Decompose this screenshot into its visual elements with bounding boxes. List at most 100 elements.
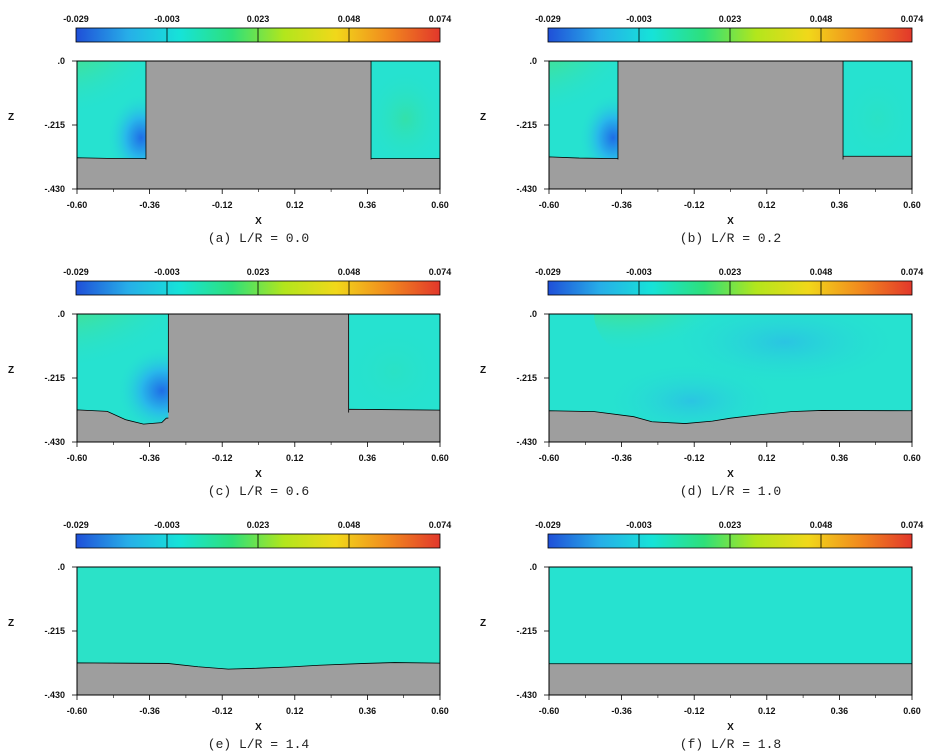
colorbar-tick-label: 0.048 <box>338 14 361 24</box>
flow-field <box>549 314 912 442</box>
y-axis-label: Z <box>480 112 486 123</box>
pile-block <box>617 61 844 189</box>
colorbar-tick-label: -0.003 <box>626 14 652 24</box>
colorbar-tick-label: -0.003 <box>154 520 180 530</box>
panel-caption: (e) L/R = 1.4 <box>208 737 310 752</box>
x-tick-label: -0.36 <box>139 453 160 463</box>
chart-panel-a: -0.029 -0.003 0.023 0.048 0.074 .0 -.215 -.430 Z… <box>8 14 452 246</box>
chart-panel-e: -0.029 -0.003 0.023 0.048 0.074 .0 -.215 -.430 Z… <box>8 520 451 752</box>
colorbar-tick-label: 0.048 <box>810 520 833 530</box>
x-tick-label: 0.60 <box>903 706 921 716</box>
panel-caption: (b) L/R = 0.2 <box>680 231 781 246</box>
panel-caption: (d) L/R = 1.0 <box>680 484 781 499</box>
y-tick-label: .0 <box>529 56 537 66</box>
x-tick-label: 0.60 <box>431 453 449 463</box>
flow-field <box>77 314 440 442</box>
colorbar-tick-label: -0.029 <box>535 267 561 277</box>
colorbar-tick-label: 0.048 <box>338 520 361 530</box>
x-tick-label: 0.12 <box>286 453 304 463</box>
y-tick-label: -.215 <box>516 373 537 383</box>
y-tick-label: -.430 <box>44 184 65 194</box>
x-axis-label: X <box>255 216 262 227</box>
x-tick-label: -0.60 <box>67 453 88 463</box>
x-tick-label: 0.36 <box>831 706 849 716</box>
y-tick-label: .0 <box>529 309 537 319</box>
y-tick-label: -.215 <box>516 120 537 130</box>
x-tick-label: 0.12 <box>286 200 304 210</box>
y-axis-label: Z <box>8 618 14 629</box>
x-axis-label: X <box>255 469 262 480</box>
colorbar-tick-label: 0.023 <box>247 14 270 24</box>
x-tick-label: 0.36 <box>359 200 377 210</box>
colorbar-tick-label: 0.023 <box>719 14 742 24</box>
x-tick-label: -0.60 <box>539 200 560 210</box>
x-tick-label: -0.60 <box>539 453 560 463</box>
velocity-wake <box>364 67 440 170</box>
x-tick-label: 0.60 <box>431 200 449 210</box>
scour-bed <box>77 662 440 695</box>
x-tick-label: -0.60 <box>539 706 560 716</box>
colorbar-tick-label: -0.003 <box>626 267 652 277</box>
colorbar-tick-label: 0.023 <box>719 520 742 530</box>
x-tick-label: 0.36 <box>359 706 377 716</box>
x-tick-label: -0.12 <box>684 200 705 210</box>
y-tick-label: -.430 <box>516 184 537 194</box>
chart-panel-f: -0.029 -0.003 0.023 0.048 0.074 .0 -.215 -.430 Z… <box>480 520 923 752</box>
flow-field <box>77 567 440 695</box>
flow-field <box>77 61 440 189</box>
y-tick-label: -.430 <box>516 437 537 447</box>
y-tick-label: -.215 <box>44 373 65 383</box>
y-tick-label: -.430 <box>44 690 65 700</box>
x-tick-label: -0.36 <box>611 200 632 210</box>
colorbar-tick-label: -0.003 <box>154 14 180 24</box>
chart-panel-d: -0.029 -0.003 0.023 0.048 0.074 .0 -.215 -.430 Z… <box>480 267 924 499</box>
scour-bed <box>549 663 912 695</box>
x-axis-label: X <box>727 216 734 227</box>
chart-panel-c: -0.029 -0.003 0.023 0.048 0.074 .0 -.215 -.430 Z… <box>8 267 452 499</box>
y-axis-label: Z <box>8 365 14 376</box>
colorbar-tick-label: 0.074 <box>429 14 452 24</box>
scour-bed <box>549 410 912 442</box>
x-tick-label: -0.12 <box>684 453 705 463</box>
x-tick-label: -0.60 <box>67 200 88 210</box>
x-tick-label: 0.12 <box>286 706 304 716</box>
panel-caption: (c) L/R = 0.6 <box>208 484 309 499</box>
y-tick-label: -.215 <box>516 626 537 636</box>
colorbar-tick-label: -0.029 <box>535 14 561 24</box>
pile-block <box>168 314 349 442</box>
colorbar-tick-label: -0.003 <box>626 520 652 530</box>
x-tick-label: -0.36 <box>139 200 160 210</box>
colorbar-tick-label: 0.074 <box>901 520 924 530</box>
x-tick-label: -0.12 <box>212 453 233 463</box>
y-axis-label: Z <box>8 112 14 123</box>
y-tick-label: -.430 <box>44 437 65 447</box>
pile-block <box>145 61 372 189</box>
panel-caption: (f) L/R = 1.8 <box>680 737 781 752</box>
colorbar-tick-label: 0.074 <box>901 267 924 277</box>
colorbar-tick-label: 0.048 <box>810 14 833 24</box>
x-tick-label: -0.36 <box>139 706 160 716</box>
colorbar-tick-label: 0.023 <box>247 520 270 530</box>
x-tick-label: 0.12 <box>758 453 776 463</box>
colorbar-tick-label: 0.048 <box>810 267 833 277</box>
chart-panel-b: -0.029 -0.003 0.023 0.048 0.074 .0 -.215 -.430 Z… <box>480 14 924 246</box>
x-tick-label: 0.36 <box>831 453 849 463</box>
x-tick-label: -0.12 <box>212 200 233 210</box>
panel-caption: (a) L/R = 0.0 <box>208 231 309 246</box>
x-tick-label: -0.12 <box>684 706 705 716</box>
colorbar-tick-label: 0.074 <box>429 267 452 277</box>
x-tick-label: -0.36 <box>611 453 632 463</box>
y-tick-label: -.215 <box>44 120 65 130</box>
y-tick-label: -.430 <box>516 690 537 700</box>
x-tick-label: -0.60 <box>67 706 88 716</box>
y-tick-label: .0 <box>57 562 65 572</box>
colorbar-tick-label: 0.048 <box>338 267 361 277</box>
colorbar-tick-label: -0.029 <box>63 520 89 530</box>
x-tick-label: 0.36 <box>359 453 377 463</box>
y-tick-label: .0 <box>529 562 537 572</box>
y-axis-label: Z <box>480 365 486 376</box>
velocity-wake <box>836 67 912 170</box>
x-tick-label: 0.36 <box>831 200 849 210</box>
x-tick-label: -0.12 <box>212 706 233 716</box>
colorbar-tick-label: 0.074 <box>901 14 924 24</box>
